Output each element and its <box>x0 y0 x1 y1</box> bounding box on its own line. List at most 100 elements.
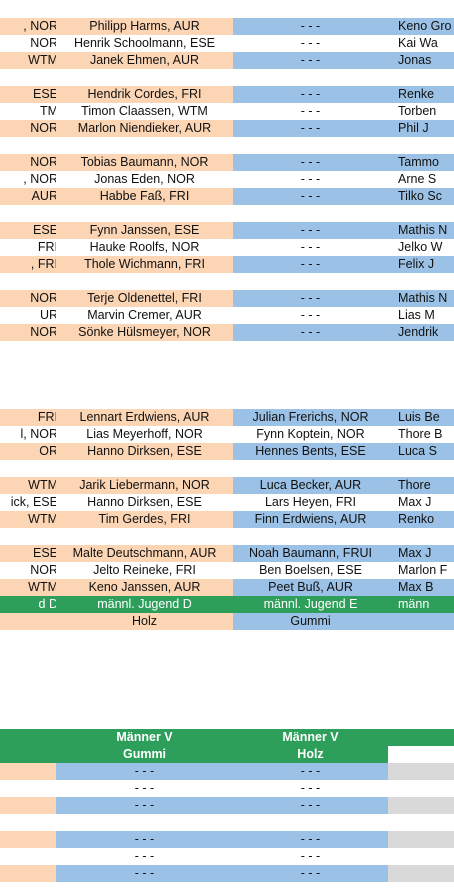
table-cell[interactable]: - - - <box>56 831 233 848</box>
table-cell[interactable] <box>388 848 454 865</box>
table-cell[interactable]: - - - <box>233 18 388 35</box>
table-cell[interactable]: Janek Ehmen, AUR <box>56 52 233 69</box>
table-cell[interactable] <box>0 865 56 882</box>
table-cell[interactable]: Lars Heyen, FRI <box>233 494 388 511</box>
table-cell[interactable]: NOR <box>0 562 56 579</box>
table-cell[interactable]: ESE <box>0 545 56 562</box>
table-cell[interactable]: Mathis N <box>388 290 454 307</box>
table-cell[interactable]: - - - <box>233 103 388 120</box>
table-cell[interactable]: Renke <box>388 86 454 103</box>
table-cell[interactable]: NOR <box>0 324 56 341</box>
table-cell[interactable]: Sönke Hülsmeyer, NOR <box>56 324 233 341</box>
table-cell[interactable]: Thore B <box>388 426 454 443</box>
table-cell[interactable]: - - - <box>56 848 233 865</box>
table-cell[interactable] <box>388 797 454 814</box>
table-cell[interactable]: WTM <box>0 579 56 596</box>
table-cell[interactable] <box>388 865 454 882</box>
table-cell[interactable]: Gummi <box>233 613 388 630</box>
table-cell[interactable]: Fynn Janssen, ESE <box>56 222 233 239</box>
table-cell[interactable] <box>388 763 454 780</box>
table-cell[interactable]: OR <box>0 443 56 460</box>
table-cell[interactable] <box>0 780 56 797</box>
table-cell[interactable]: WTM <box>0 477 56 494</box>
table-cell[interactable]: Marvin Cremer, AUR <box>56 307 233 324</box>
table-cell[interactable]: Kai Wa <box>388 35 454 52</box>
table-cell[interactable]: männl. Jugend D <box>56 596 233 613</box>
table-cell[interactable]: - - - <box>233 848 388 865</box>
table-cell[interactable]: - - - <box>56 763 233 780</box>
table-cell[interactable]: Lias M <box>388 307 454 324</box>
table-cell[interactable]: Jelto Reineke, FRI <box>56 562 233 579</box>
table-cell[interactable]: Tammo <box>388 154 454 171</box>
table-cell[interactable]: - - - <box>56 865 233 882</box>
table-cell[interactable]: Peet Buß, AUR <box>233 579 388 596</box>
table-cell[interactable]: AUR <box>0 188 56 205</box>
table-cell[interactable]: Tim Gerdes, FRI <box>56 511 233 528</box>
table-cell[interactable]: Holz <box>56 613 233 630</box>
table-cell[interactable]: Max B <box>388 579 454 596</box>
table-cell[interactable]: männ <box>388 596 454 613</box>
table-cell[interactable]: Thore <box>388 477 454 494</box>
table-cell[interactable]: - - - <box>56 780 233 797</box>
table-cell[interactable]: Mathis N <box>388 222 454 239</box>
table-cell[interactable]: Max J <box>388 494 454 511</box>
table-cell[interactable]: Keno Janssen, AUR <box>56 579 233 596</box>
table-cell[interactable]: - - - <box>233 86 388 103</box>
table-cell[interactable]: - - - <box>233 865 388 882</box>
table-cell[interactable]: Hanno Dirksen, ESE <box>56 443 233 460</box>
table-cell[interactable]: Max J <box>388 545 454 562</box>
table-cell[interactable]: ESE <box>0 86 56 103</box>
table-cell[interactable]: - - - <box>233 256 388 273</box>
table-cell[interactable]: - - - <box>233 290 388 307</box>
table-cell[interactable]: l, NOR <box>0 426 56 443</box>
table-cell[interactable]: - - - <box>233 797 388 814</box>
table-cell[interactable]: , NOR <box>0 18 56 35</box>
table-cell[interactable]: Jendrik <box>388 324 454 341</box>
table-cell[interactable]: FRI <box>0 239 56 256</box>
table-cell[interactable]: Hennes Bents, ESE <box>233 443 388 460</box>
table-cell[interactable]: Felix J <box>388 256 454 273</box>
table-cell[interactable]: Noah Baumann, FRUI <box>233 545 388 562</box>
table-cell[interactable]: Philipp Harms, AUR <box>56 18 233 35</box>
table-cell[interactable]: - - - <box>233 763 388 780</box>
table-cell[interactable]: Jonas Eden, NOR <box>56 171 233 188</box>
table-cell[interactable]: Finn Erdwiens, AUR <box>233 511 388 528</box>
table-cell[interactable]: Fynn Koptein, NOR <box>233 426 388 443</box>
table-cell[interactable]: Marlon Niendieker, AUR <box>56 120 233 137</box>
table-cell[interactable]: Marlon F <box>388 562 454 579</box>
table-cell[interactable]: Keno Gro <box>388 18 454 35</box>
table-cell[interactable]: Phil J <box>388 120 454 137</box>
table-cell[interactable]: Luis Be <box>388 409 454 426</box>
table-cell[interactable]: NOR <box>0 154 56 171</box>
table-cell[interactable]: - - - <box>56 797 233 814</box>
table-cell[interactable]: - - - <box>233 780 388 797</box>
table-cell[interactable]: Jelko W <box>388 239 454 256</box>
table-cell[interactable]: - - - <box>233 831 388 848</box>
table-cell[interactable]: NOR <box>0 120 56 137</box>
table-cell[interactable]: - - - <box>233 222 388 239</box>
table-cell[interactable]: UR <box>0 307 56 324</box>
table-cell[interactable]: Ben Boelsen, ESE <box>233 562 388 579</box>
table-cell[interactable]: Luca S <box>388 443 454 460</box>
header-maenner-v-holz[interactable]: Männer V Holz <box>233 729 388 763</box>
table-cell[interactable]: Thole Wichmann, FRI <box>56 256 233 273</box>
header-maenner-v-gummi[interactable]: Männer V Gummi <box>56 729 233 763</box>
table-cell[interactable]: Torben <box>388 103 454 120</box>
table-cell[interactable]: Timon Claassen, WTM <box>56 103 233 120</box>
table-cell[interactable]: männl. Jugend E <box>233 596 388 613</box>
table-cell[interactable]: Hanno Dirksen, ESE <box>56 494 233 511</box>
table-cell[interactable]: Jonas <box>388 52 454 69</box>
table-cell[interactable] <box>388 613 454 630</box>
table-cell[interactable]: Hauke Roolfs, NOR <box>56 239 233 256</box>
table-cell[interactable]: WTM <box>0 511 56 528</box>
table-cell[interactable]: NOR <box>0 35 56 52</box>
table-cell[interactable]: , FRI <box>0 256 56 273</box>
table-cell[interactable]: Tilko Sc <box>388 188 454 205</box>
table-cell[interactable]: FRI <box>0 409 56 426</box>
table-cell[interactable]: - - - <box>233 239 388 256</box>
table-cell[interactable]: Hendrik Cordes, FRI <box>56 86 233 103</box>
table-cell[interactable]: Malte Deutschmann, AUR <box>56 545 233 562</box>
table-cell[interactable]: Luca Becker, AUR <box>233 477 388 494</box>
table-cell[interactable]: Tobias Baumann, NOR <box>56 154 233 171</box>
table-cell[interactable]: - - - <box>233 188 388 205</box>
